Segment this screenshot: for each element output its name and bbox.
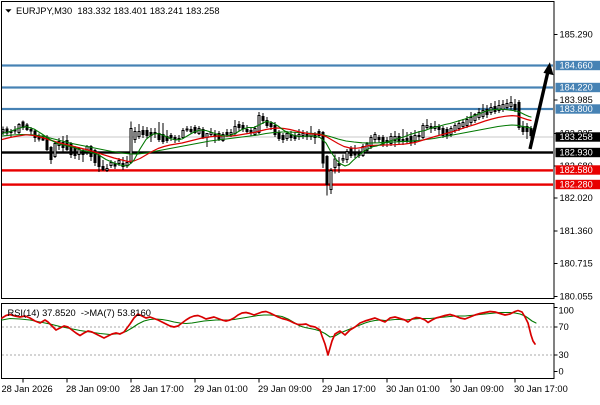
svg-text:182.580: 182.580	[560, 165, 593, 175]
svg-text:29 Jan 09:00: 29 Jan 09:00	[258, 384, 312, 394]
svg-text:184.220: 184.220	[560, 83, 593, 93]
svg-text:29 Jan 17:00: 29 Jan 17:00	[322, 384, 376, 394]
svg-text:185.290: 185.290	[560, 30, 593, 40]
svg-text:181.360: 181.360	[560, 226, 593, 236]
svg-text:30 Jan 09:00: 30 Jan 09:00	[450, 384, 504, 394]
svg-text:182.020: 182.020	[560, 193, 593, 203]
svg-text:182.280: 182.280	[560, 180, 593, 190]
svg-text:182.930: 182.930	[560, 148, 593, 158]
svg-text:30 Jan 01:00: 30 Jan 01:00	[386, 384, 440, 394]
svg-text:30: 30	[559, 350, 569, 360]
svg-text:180.055: 180.055	[560, 292, 593, 302]
svg-text:28 Jan 09:00: 28 Jan 09:00	[66, 384, 120, 394]
svg-text:29 Jan 01:00: 29 Jan 01:00	[194, 384, 248, 394]
svg-text:28 Jan 2026: 28 Jan 2026	[2, 384, 53, 394]
svg-text:30 Jan 17:00: 30 Jan 17:00	[514, 384, 568, 394]
svg-text:0: 0	[559, 367, 564, 377]
svg-text:183.258: 183.258	[560, 132, 593, 142]
svg-text:70: 70	[559, 322, 569, 332]
svg-text:180.715: 180.715	[560, 259, 593, 269]
svg-text:184.660: 184.660	[560, 61, 593, 71]
svg-text:183.800: 183.800	[560, 104, 593, 114]
svg-text:28 Jan 17:00: 28 Jan 17:00	[130, 384, 184, 394]
svg-text:100: 100	[559, 306, 574, 316]
svg-text:EURJPY,M30 183.332 183.401 18: EURJPY,M30 183.332 183.401 183.241 183.2…	[16, 6, 220, 16]
svg-text:RSI(14) 37.8520 ->MA(7) 53.81: RSI(14) 37.8520 ->MA(7) 53.8160	[8, 308, 151, 318]
